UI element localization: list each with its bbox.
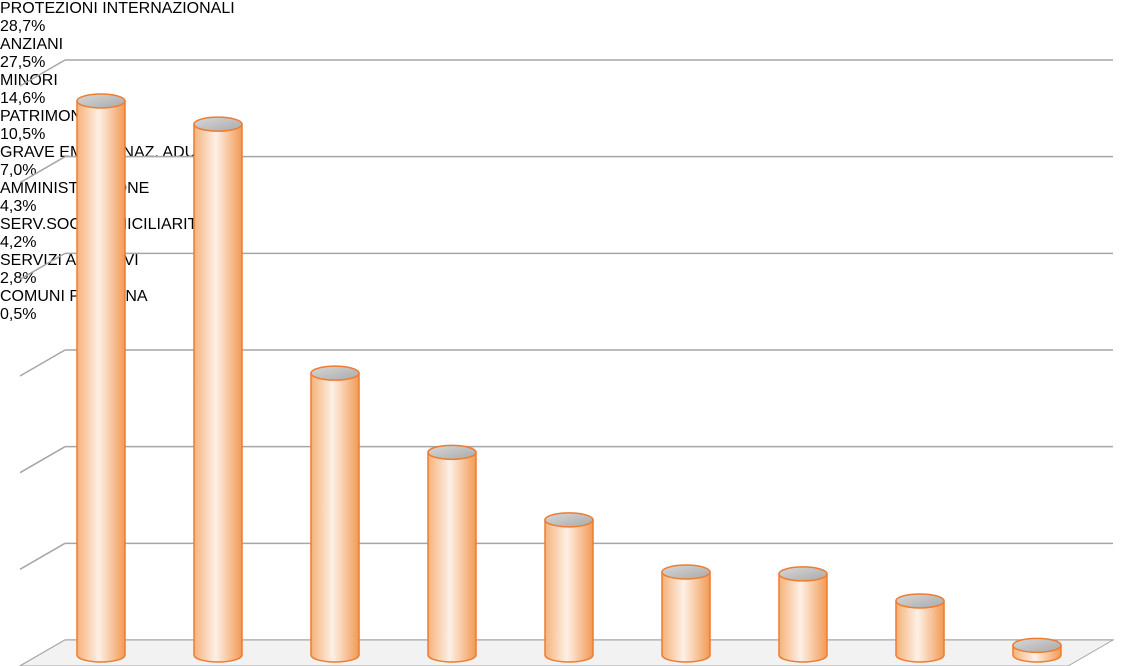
bar-top	[544, 512, 594, 528]
bar	[661, 571, 711, 663]
value-label: 0,5%	[0, 306, 37, 323]
value-label: 28,7%	[0, 18, 46, 35]
side-grid-line	[19, 542, 66, 570]
value-label: 27,5%	[0, 54, 46, 71]
value-label: 4,3%	[0, 198, 37, 215]
side-grid-line	[19, 252, 66, 280]
bar-top	[895, 593, 945, 609]
category-label: ANZIANI	[0, 36, 64, 53]
bar	[778, 573, 828, 663]
bar-top	[310, 365, 360, 381]
value-label: 10,5%	[0, 126, 46, 143]
data-label: ANZIANI 27,5%	[0, 36, 1141, 72]
data-label: PROTEZIONI INTERNAZIONALI 28,7%	[0, 0, 1141, 36]
bar-top	[193, 116, 243, 132]
data-label: PATRIMONIO 10,5%	[0, 108, 1141, 144]
bar	[544, 519, 594, 663]
value-label: 4,2%	[0, 234, 37, 251]
bar-top	[661, 564, 711, 580]
bar	[895, 600, 945, 663]
category-label: PATRIMONIO	[0, 108, 99, 125]
bar	[76, 100, 126, 663]
bar-top	[778, 566, 828, 582]
bar	[193, 123, 243, 663]
value-label: 7,0%	[0, 162, 37, 179]
side-grid-line	[19, 349, 66, 377]
category-label: PROTEZIONI INTERNAZIONALI	[0, 0, 235, 17]
bar	[310, 372, 360, 663]
bar-top	[1012, 637, 1062, 654]
bar-top	[76, 93, 126, 109]
side-grid-line	[19, 156, 66, 184]
value-label: 14,6%	[0, 90, 46, 107]
side-grid-line	[19, 59, 66, 87]
side-grid-line	[19, 446, 66, 474]
bar	[427, 451, 477, 663]
bar-top	[427, 444, 477, 461]
